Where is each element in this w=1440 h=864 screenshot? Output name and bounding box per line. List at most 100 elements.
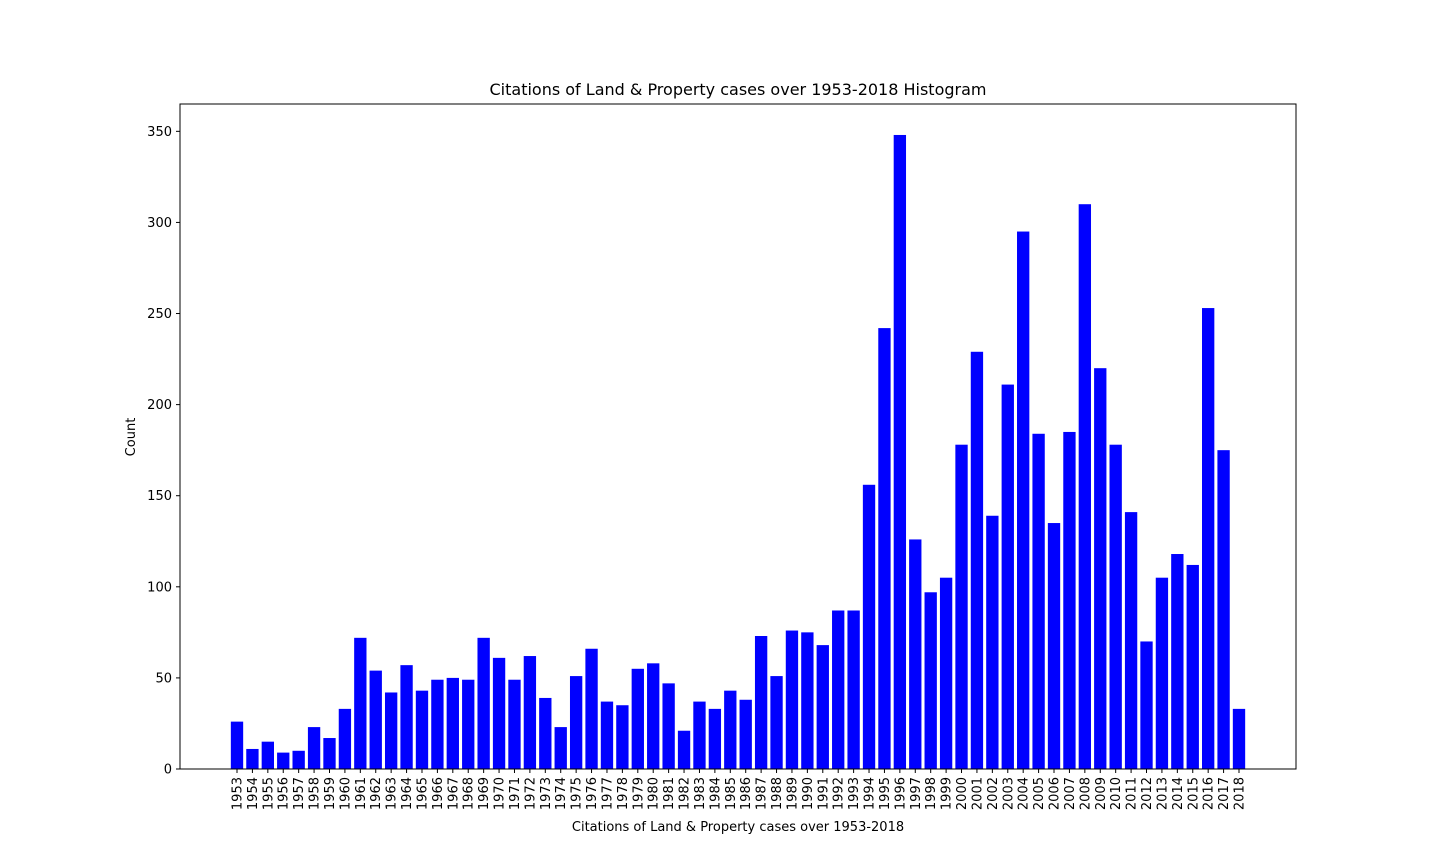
x-tick-label: 1983 [693, 777, 708, 810]
x-tick-label: 2002 [986, 777, 1001, 810]
bar-1963 [384, 692, 398, 769]
y-tick-label: 350 [147, 125, 172, 140]
x-tick-label: 1974 [554, 777, 569, 810]
bar-1995 [878, 328, 891, 769]
x-tick-label: 1985 [724, 777, 739, 810]
x-tick-label: 1971 [508, 777, 523, 810]
x-tick-label: 2012 [1140, 777, 1155, 810]
bar-1984 [708, 708, 722, 769]
bar-1993 [847, 610, 860, 769]
bar-2003 [1001, 384, 1014, 769]
x-tick-label: 1972 [523, 777, 538, 810]
bar-1966 [431, 679, 444, 769]
x-tick-label: 1963 [385, 777, 400, 810]
bar-1967 [446, 677, 459, 769]
bar-1991 [816, 645, 829, 769]
x-tick-label: 2013 [1155, 777, 1170, 810]
y-tick-label: 150 [147, 489, 172, 504]
x-tick-label: 1984 [708, 777, 723, 810]
x-tick-label: 1989 [785, 777, 800, 810]
x-tick-label: 2010 [1109, 777, 1124, 810]
bar-1976 [585, 648, 598, 769]
x-tick-label: 2006 [1048, 777, 1063, 810]
x-axis-label: Citations of Land & Property cases over … [572, 820, 904, 835]
x-tick-label: 1965 [415, 777, 430, 810]
x-tick-label: 1973 [539, 777, 554, 810]
bar-1959 [323, 738, 336, 769]
bar-1988 [770, 676, 783, 769]
bar-1978 [616, 705, 629, 769]
bar-1960 [338, 708, 352, 769]
x-tick-label: 1966 [431, 777, 446, 810]
x-tick-label: 1975 [570, 777, 585, 810]
x-tick-label: 1967 [446, 777, 461, 810]
x-tick-label: 2017 [1217, 777, 1232, 810]
x-tick-label: 1980 [647, 777, 662, 810]
bar-2014 [1171, 554, 1184, 769]
y-tick-label: 50 [155, 671, 172, 686]
plot-frame [179, 103, 1297, 770]
x-tick-label: 1970 [493, 777, 508, 810]
x-tick-label: 1994 [863, 777, 878, 810]
x-tick-label: 1969 [477, 777, 492, 810]
bar-1994 [862, 484, 876, 769]
bar-2011 [1124, 512, 1138, 769]
bar-1968 [462, 679, 475, 769]
bar-1969 [477, 637, 490, 769]
x-tick-label: 1997 [909, 777, 924, 810]
bar-1996 [893, 134, 907, 769]
bar-1954 [246, 748, 259, 769]
x-tick-label: 2009 [1094, 777, 1109, 810]
x-tick-label: 2015 [1186, 777, 1201, 810]
x-tick-label: 2004 [1017, 777, 1032, 810]
bar-2016 [1202, 308, 1215, 769]
bar-1956 [277, 752, 290, 769]
x-tick-label: 1991 [816, 777, 831, 810]
bar-1977 [600, 701, 614, 769]
bar-1962 [369, 670, 382, 769]
y-axis: 0 50 100 150 200 250 300 350 [147, 125, 180, 778]
bar-1985 [724, 690, 737, 769]
bar-1975 [569, 676, 583, 769]
x-tick-label: 1996 [893, 777, 908, 810]
x-tick-label: 1979 [631, 777, 646, 810]
y-axis-label: Count [124, 418, 139, 457]
x-tick-label: 2005 [1032, 777, 1047, 810]
bar-1958 [307, 727, 321, 769]
bar-2017 [1217, 450, 1230, 769]
bar-2000 [955, 444, 968, 769]
x-tick-label: 1962 [369, 777, 384, 810]
bar-1999 [939, 577, 953, 769]
bar-1965 [415, 690, 429, 769]
x-tick-label: 1954 [246, 777, 261, 810]
x-tick-label: 1993 [847, 777, 862, 810]
x-tick-label: 1976 [585, 777, 600, 810]
bar-2005 [1032, 433, 1045, 769]
x-tick-label: 2016 [1202, 777, 1217, 810]
bar-1989 [785, 630, 799, 769]
x-tick-label: 2007 [1063, 777, 1078, 810]
bar-2012 [1140, 641, 1153, 769]
bar-1987 [754, 636, 768, 769]
bar-1990 [801, 632, 814, 769]
bar-2015 [1186, 564, 1199, 769]
bar-1986 [739, 699, 752, 769]
bar-1957 [292, 750, 305, 769]
y-tick-label: 250 [147, 307, 172, 322]
bar-1973 [539, 697, 552, 769]
x-tick-label: 1987 [755, 777, 770, 810]
bar-1955 [261, 741, 274, 769]
x-tick-label: 1957 [292, 777, 307, 810]
x-tick-label: 1959 [323, 777, 338, 810]
bar-2010 [1109, 444, 1122, 769]
y-tick-label: 0 [164, 763, 172, 778]
bar-2007 [1063, 431, 1076, 769]
bar-1964 [400, 665, 413, 769]
bars-group [230, 134, 1246, 770]
y-tick-label: 200 [147, 398, 172, 413]
chart-title: Citations of Land & Property cases over … [490, 80, 987, 99]
x-tick-label: 2008 [1078, 777, 1093, 810]
x-axis: 1953 1954 1955 1956 1957 1958 1959 1960 1961 1962… [231, 769, 1248, 810]
x-tick-label: 1999 [940, 777, 955, 810]
